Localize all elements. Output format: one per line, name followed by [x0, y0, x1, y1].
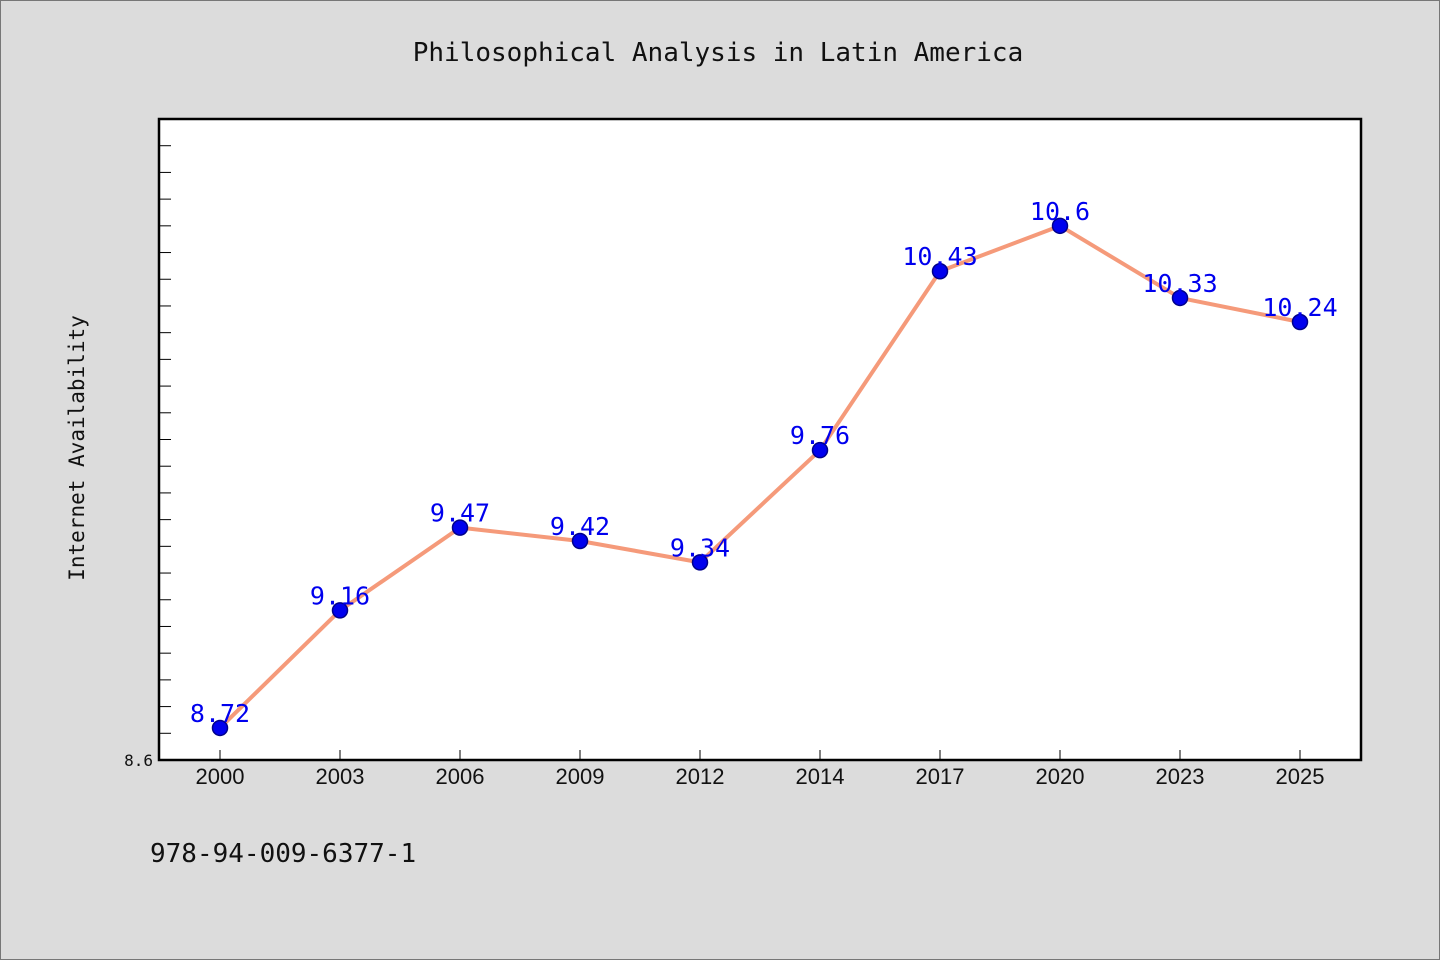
data-point — [931, 262, 949, 280]
chart-title: Philosophical Analysis in Latin America — [413, 38, 1023, 68]
isbn-text: 978-94-009-6377-1 — [150, 839, 416, 869]
data-label: 9.76 — [790, 421, 850, 450]
y-axis-label: Internet Availability — [65, 315, 89, 581]
data-label: 9.47 — [430, 499, 490, 528]
y-axis-ticks: 8.6 — [124, 145, 171, 770]
series-group — [211, 217, 1309, 737]
series-line — [218, 223, 1301, 730]
data-point — [571, 532, 589, 550]
data-label: 10.43 — [902, 242, 977, 271]
data-point — [451, 519, 469, 536]
data-label: 10.24 — [1262, 293, 1337, 322]
data-labels-group: 8.72 9.16 9.47 9.42 9.34 9.76 10.43 10.6 10.33 10… — [190, 197, 1338, 728]
data-point — [811, 441, 829, 459]
data-point — [1051, 217, 1069, 235]
plot-area — [157, 117, 1363, 762]
x-tick-label: 2014 — [796, 764, 845, 789]
data-point — [691, 554, 709, 571]
x-tick-label: 2003 — [316, 764, 365, 789]
x-axis-ticks: 2000 2003 2006 2009 2012 2014 2017 2020 2023 2025 — [196, 750, 1325, 789]
x-tick-label: 2012 — [676, 764, 725, 789]
data-label: 9.42 — [550, 512, 610, 541]
x-tick-label: 2020 — [1036, 764, 1085, 789]
data-label: 8.72 — [190, 699, 250, 728]
x-tick-label: 2023 — [1156, 764, 1205, 789]
data-point — [1171, 289, 1189, 307]
data-label: 9.16 — [310, 581, 370, 610]
x-tick-label: 2025 — [1276, 764, 1325, 789]
data-label: 9.34 — [670, 533, 730, 562]
data-label: 10.33 — [1142, 269, 1217, 298]
data-point — [211, 719, 229, 737]
data-point — [1291, 313, 1309, 331]
data-label: 10.6 — [1030, 197, 1090, 226]
y-tick-label: 8.6 — [124, 751, 153, 770]
x-tick-label: 2000 — [196, 764, 245, 789]
x-tick-label: 2017 — [916, 764, 965, 789]
x-tick-label: 2006 — [436, 764, 485, 789]
data-point — [331, 602, 349, 619]
x-tick-label: 2009 — [556, 764, 605, 789]
